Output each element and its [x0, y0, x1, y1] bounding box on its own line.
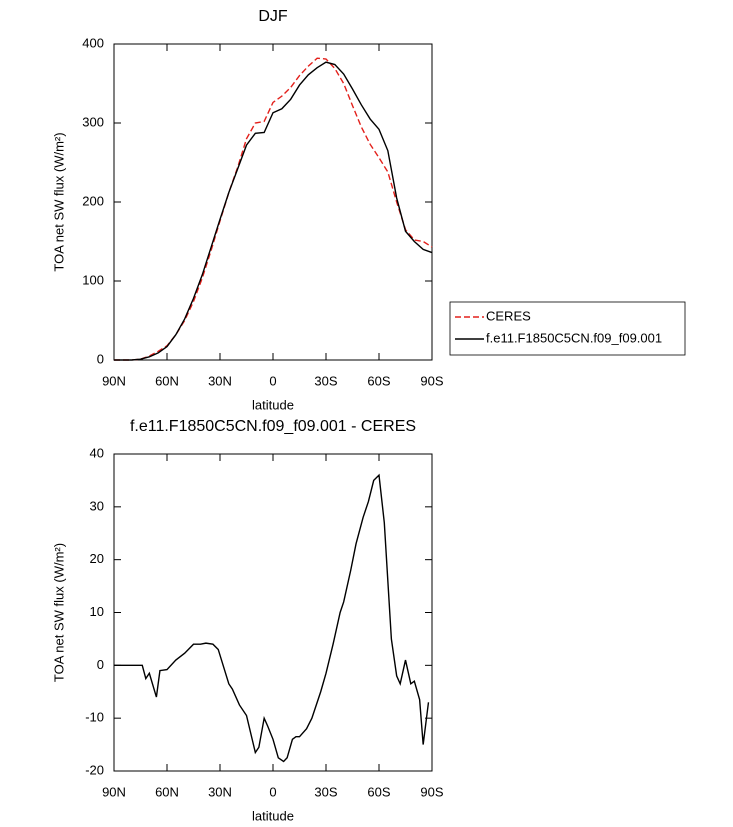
x-tick-label: 30S	[314, 373, 337, 388]
y-tick-label: 40	[90, 445, 104, 460]
y-tick-label: 10	[90, 604, 104, 619]
y-axis-label: TOA net SW flux (W/m²)	[51, 132, 66, 271]
x-tick-label: 0	[269, 373, 276, 388]
legend-label: CERES	[486, 308, 531, 323]
y-tick-label: -10	[85, 710, 104, 725]
x-axis-label: latitude	[252, 397, 294, 412]
x-axis-label: latitude	[252, 808, 294, 823]
y-tick-label: 20	[90, 551, 104, 566]
series-line	[114, 57, 433, 361]
chart-title: f.e11.F1850C5CN.f09_f09.001 - CERES	[130, 418, 416, 435]
plot-frame	[113, 43, 433, 361]
series-line	[114, 61, 433, 361]
y-tick-label: 300	[82, 114, 104, 129]
y-tick-label: 200	[82, 193, 104, 208]
x-tick-label: 60S	[367, 373, 390, 388]
y-tick-label: 0	[97, 657, 104, 672]
y-tick-label: 0	[97, 351, 104, 366]
legend-label: f.e11.F1850C5CN.f09_f09.001	[486, 330, 662, 345]
x-tick-label: 90S	[420, 373, 443, 388]
plot-frame	[113, 453, 433, 772]
chart-title: DJF	[258, 8, 288, 25]
x-tick-label: 90S	[420, 784, 443, 799]
x-tick-label: 90N	[102, 784, 126, 799]
y-tick-label: 400	[82, 35, 104, 50]
x-tick-label: 30N	[208, 373, 232, 388]
x-tick-label: 30N	[208, 784, 232, 799]
y-tick-label: -20	[85, 762, 104, 777]
y-tick-label: 100	[82, 272, 104, 287]
x-tick-label: 0	[269, 784, 276, 799]
x-tick-label: 60S	[367, 784, 390, 799]
x-tick-label: 30S	[314, 784, 337, 799]
y-axis-label: TOA net SW flux (W/m²)	[51, 543, 66, 682]
series-line	[114, 473, 430, 763]
y-tick-label: 30	[90, 498, 104, 513]
x-tick-label: 60N	[155, 784, 179, 799]
x-tick-label: 60N	[155, 373, 179, 388]
legend-box	[449, 301, 686, 356]
x-tick-label: 90N	[102, 373, 126, 388]
